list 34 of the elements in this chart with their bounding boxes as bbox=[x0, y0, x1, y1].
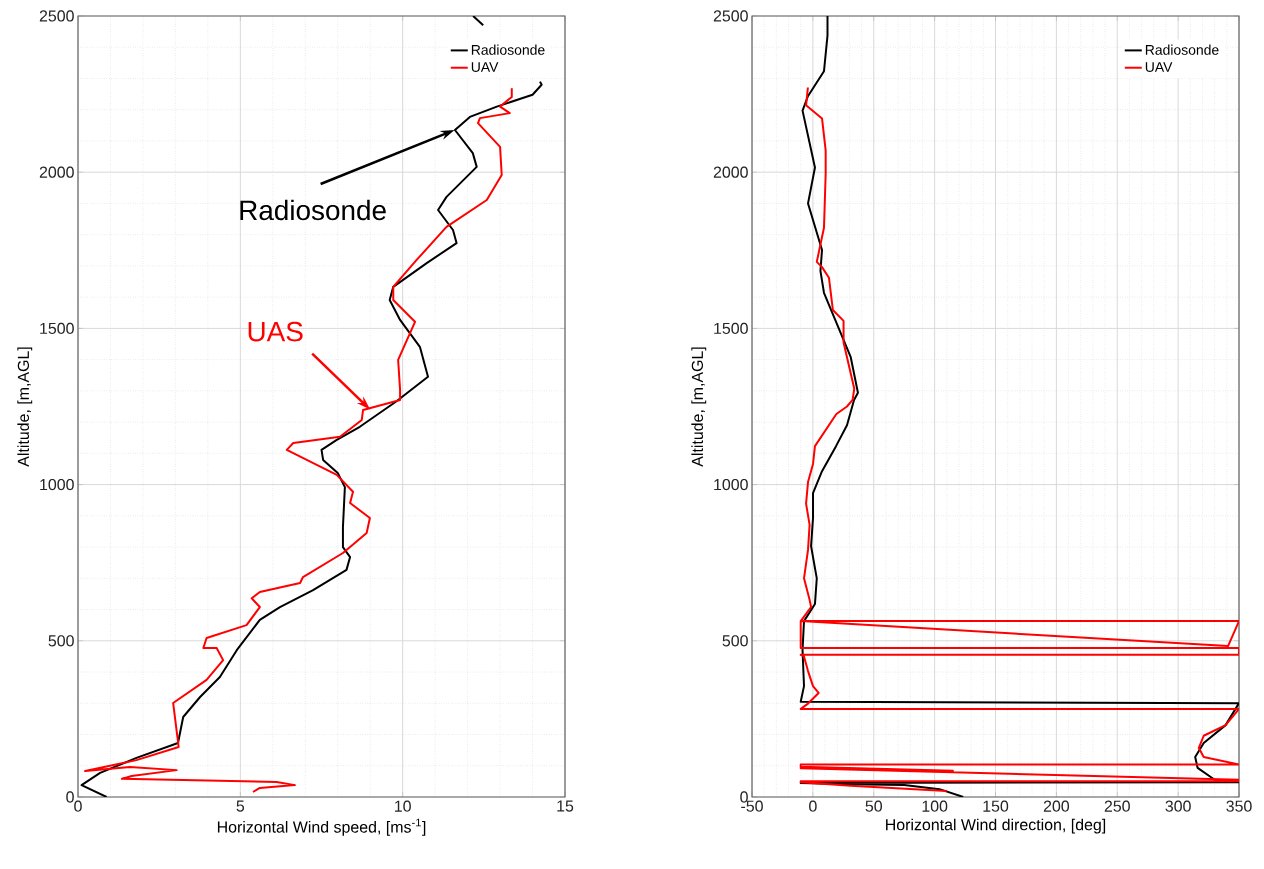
y-tick-label: 1000 bbox=[40, 478, 74, 491]
x-tick-label: 200 bbox=[1043, 800, 1070, 812]
x-tick-label: 0 bbox=[809, 800, 817, 812]
line-series bbox=[84, 87, 513, 793]
y-tick-label: 2000 bbox=[39, 166, 74, 178]
y-tick-label: 1500 bbox=[40, 322, 74, 335]
annotation: UAS bbox=[248, 321, 303, 342]
x-axis-title: Horizontal Wind direction, [deg] bbox=[886, 818, 1106, 834]
y-tick-label: 500 bbox=[722, 635, 748, 647]
x-tick-label: 100 bbox=[922, 800, 948, 812]
annotation: Radiosonde bbox=[240, 199, 386, 221]
x-tick-label: 5 bbox=[236, 800, 245, 812]
y-axis-title: Altitude, [m,AGL] bbox=[691, 347, 707, 467]
x-tick-label: 10 bbox=[395, 800, 411, 812]
legend-label: Radiosonde bbox=[471, 44, 545, 55]
y-tick-label: 1000 bbox=[714, 478, 748, 491]
x-tick-label: 150 bbox=[983, 800, 1009, 812]
x-tick-label: 15 bbox=[557, 800, 574, 812]
x-axis-title: Horizontal Wind speed, [ms$^{-1}$] bbox=[217, 818, 426, 836]
x-tick-label: 50 bbox=[865, 800, 882, 812]
x-tick-label: 0 bbox=[74, 800, 82, 812]
y-tick-label: 2000 bbox=[713, 166, 748, 178]
x-tick-label: 300 bbox=[1165, 800, 1191, 812]
x-tick-label: 350 bbox=[1226, 800, 1252, 812]
x-tick-label: 250 bbox=[1104, 800, 1130, 812]
y-tick-label: 1500 bbox=[714, 322, 748, 335]
legend-label: UAV bbox=[1145, 62, 1173, 72]
y-tick-label: 500 bbox=[48, 635, 74, 647]
y-tick-label: 0 bbox=[66, 791, 74, 803]
y-tick-label: 2500 bbox=[713, 10, 748, 22]
legend-label: Radiosonde bbox=[1145, 44, 1219, 55]
y-tick-label: 2500 bbox=[39, 10, 74, 22]
legend-label: UAV bbox=[471, 62, 499, 72]
y-axis-title: Altitude, [m,AGL] bbox=[17, 347, 33, 467]
